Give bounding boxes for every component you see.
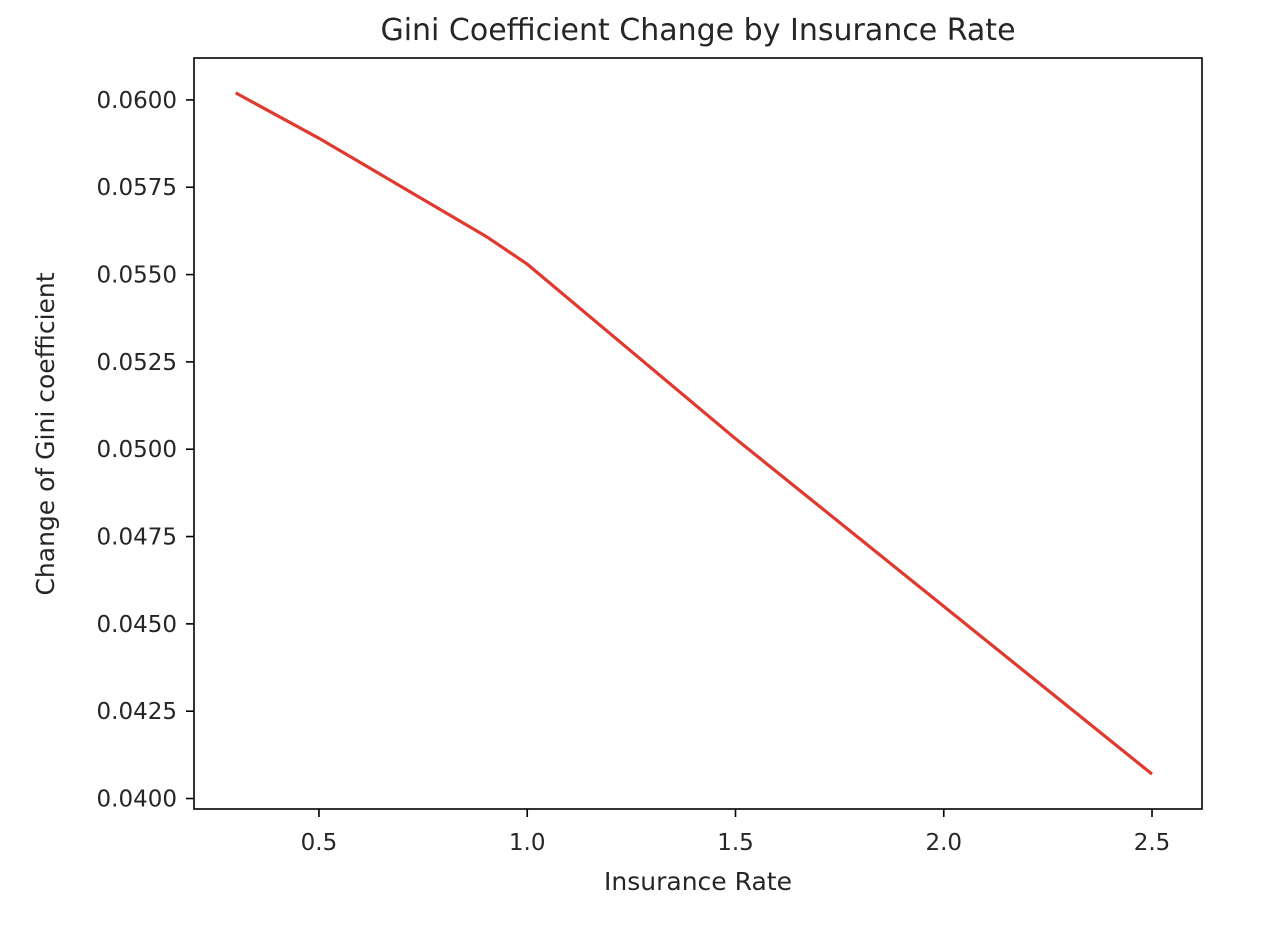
plot-area [234, 91, 1154, 776]
y-tick-label: 0.0600 [97, 88, 177, 114]
y-tick-label: 0.0400 [97, 787, 177, 813]
x-tick-label: 0.5 [301, 830, 338, 856]
chart-title: Gini Coefficient Change by Insurance Rat… [380, 13, 1015, 48]
y-axis: 0.0400 0.0425 0.0450 0.0475 0.0500 0.0525 0.05… [97, 88, 194, 813]
x-tick-label: 1.5 [717, 830, 754, 856]
y-axis-label: Change of Gini coefficient [31, 272, 60, 595]
x-tick-label: 2.0 [925, 830, 962, 856]
y-tick-label: 0.0475 [97, 525, 177, 551]
x-tick-label: 2.5 [1134, 830, 1171, 856]
x-tick-label: 1.0 [509, 830, 546, 856]
x-axis-label: Insurance Rate [604, 867, 792, 896]
y-tick-label: 0.0525 [97, 350, 177, 376]
x-axis: 0.5 1.0 1.5 2.0 2.5 [301, 809, 1171, 856]
y-tick-label: 0.0450 [97, 612, 177, 638]
y-tick-label: 0.0500 [97, 437, 177, 463]
y-tick-label: 0.0425 [97, 699, 177, 725]
y-tick-label: 0.0575 [97, 175, 177, 201]
plot-frame [193, 57, 1203, 810]
series-line-0 [234, 91, 1154, 776]
y-tick-label: 0.0550 [97, 263, 177, 289]
